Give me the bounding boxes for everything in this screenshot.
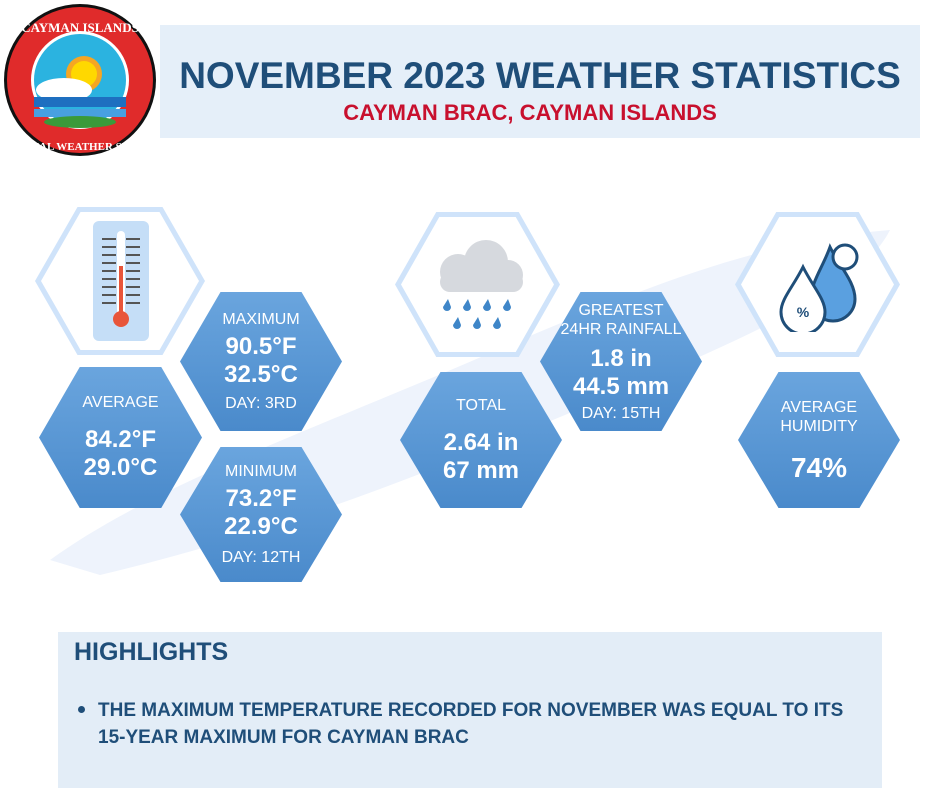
value-c: 22.9°C bbox=[224, 513, 298, 540]
thermometer-icon bbox=[93, 221, 149, 341]
day: DAY: 15TH bbox=[581, 404, 661, 422]
header-band bbox=[160, 25, 920, 138]
temp-minimum-hex: MINIMUM 73.2°F 22.9°C DAY: 12TH bbox=[180, 447, 342, 582]
page-title: NOVEMBER 2023 WEATHER STATISTICS bbox=[179, 55, 901, 96]
day: DAY: 12TH bbox=[221, 549, 301, 566]
day: DAY: 3RD bbox=[225, 395, 297, 412]
label: AVERAGE bbox=[82, 394, 159, 411]
nws-logo: CAYMAN ISLANDS NATIONAL WEATHER SERVICE bbox=[2, 4, 158, 156]
label-1: AVERAGE bbox=[780, 399, 858, 416]
label-2: HUMIDITY bbox=[780, 418, 858, 435]
page-subtitle: CAYMAN BRAC, CAYMAN ISLANDS bbox=[343, 100, 717, 125]
value-f: 73.2°F bbox=[225, 485, 297, 512]
highlights-panel bbox=[58, 632, 882, 788]
value-in: 1.8 in bbox=[590, 344, 652, 372]
highlights-title: HIGHLIGHTS bbox=[74, 638, 229, 666]
rain-cloud-icon bbox=[440, 240, 523, 329]
value-mm: 67 mm bbox=[442, 456, 520, 484]
value-c: 29.0°C bbox=[83, 454, 158, 481]
humidity-drops-icon: % bbox=[779, 243, 859, 332]
humidity-hex: % bbox=[735, 212, 900, 357]
value: 74% bbox=[790, 452, 848, 483]
bullet-icon bbox=[78, 706, 85, 713]
value-f: 84.2°F bbox=[85, 426, 156, 453]
label: MINIMUM bbox=[225, 463, 297, 480]
label: MAXIMUM bbox=[222, 311, 300, 328]
value-c: 32.5°C bbox=[224, 361, 298, 388]
label: TOTAL bbox=[455, 396, 507, 414]
svg-text:NATIONAL WEATHER SERVICE: NATIONAL WEATHER SERVICE bbox=[2, 141, 158, 153]
highlight-item: THE MAXIMUM TEMPERATURE RECORDED FOR NOV… bbox=[98, 700, 844, 748]
label-2: 24HR RAINFALL bbox=[560, 320, 682, 338]
value-in: 2.64 in bbox=[443, 428, 519, 456]
label-1: GREATEST bbox=[578, 301, 664, 319]
svg-text:CAYMAN ISLANDS: CAYMAN ISLANDS bbox=[21, 20, 139, 35]
value-mm: 44.5 mm bbox=[572, 372, 670, 400]
svg-text:%: % bbox=[797, 304, 810, 320]
value-f: 90.5°F bbox=[225, 333, 297, 360]
